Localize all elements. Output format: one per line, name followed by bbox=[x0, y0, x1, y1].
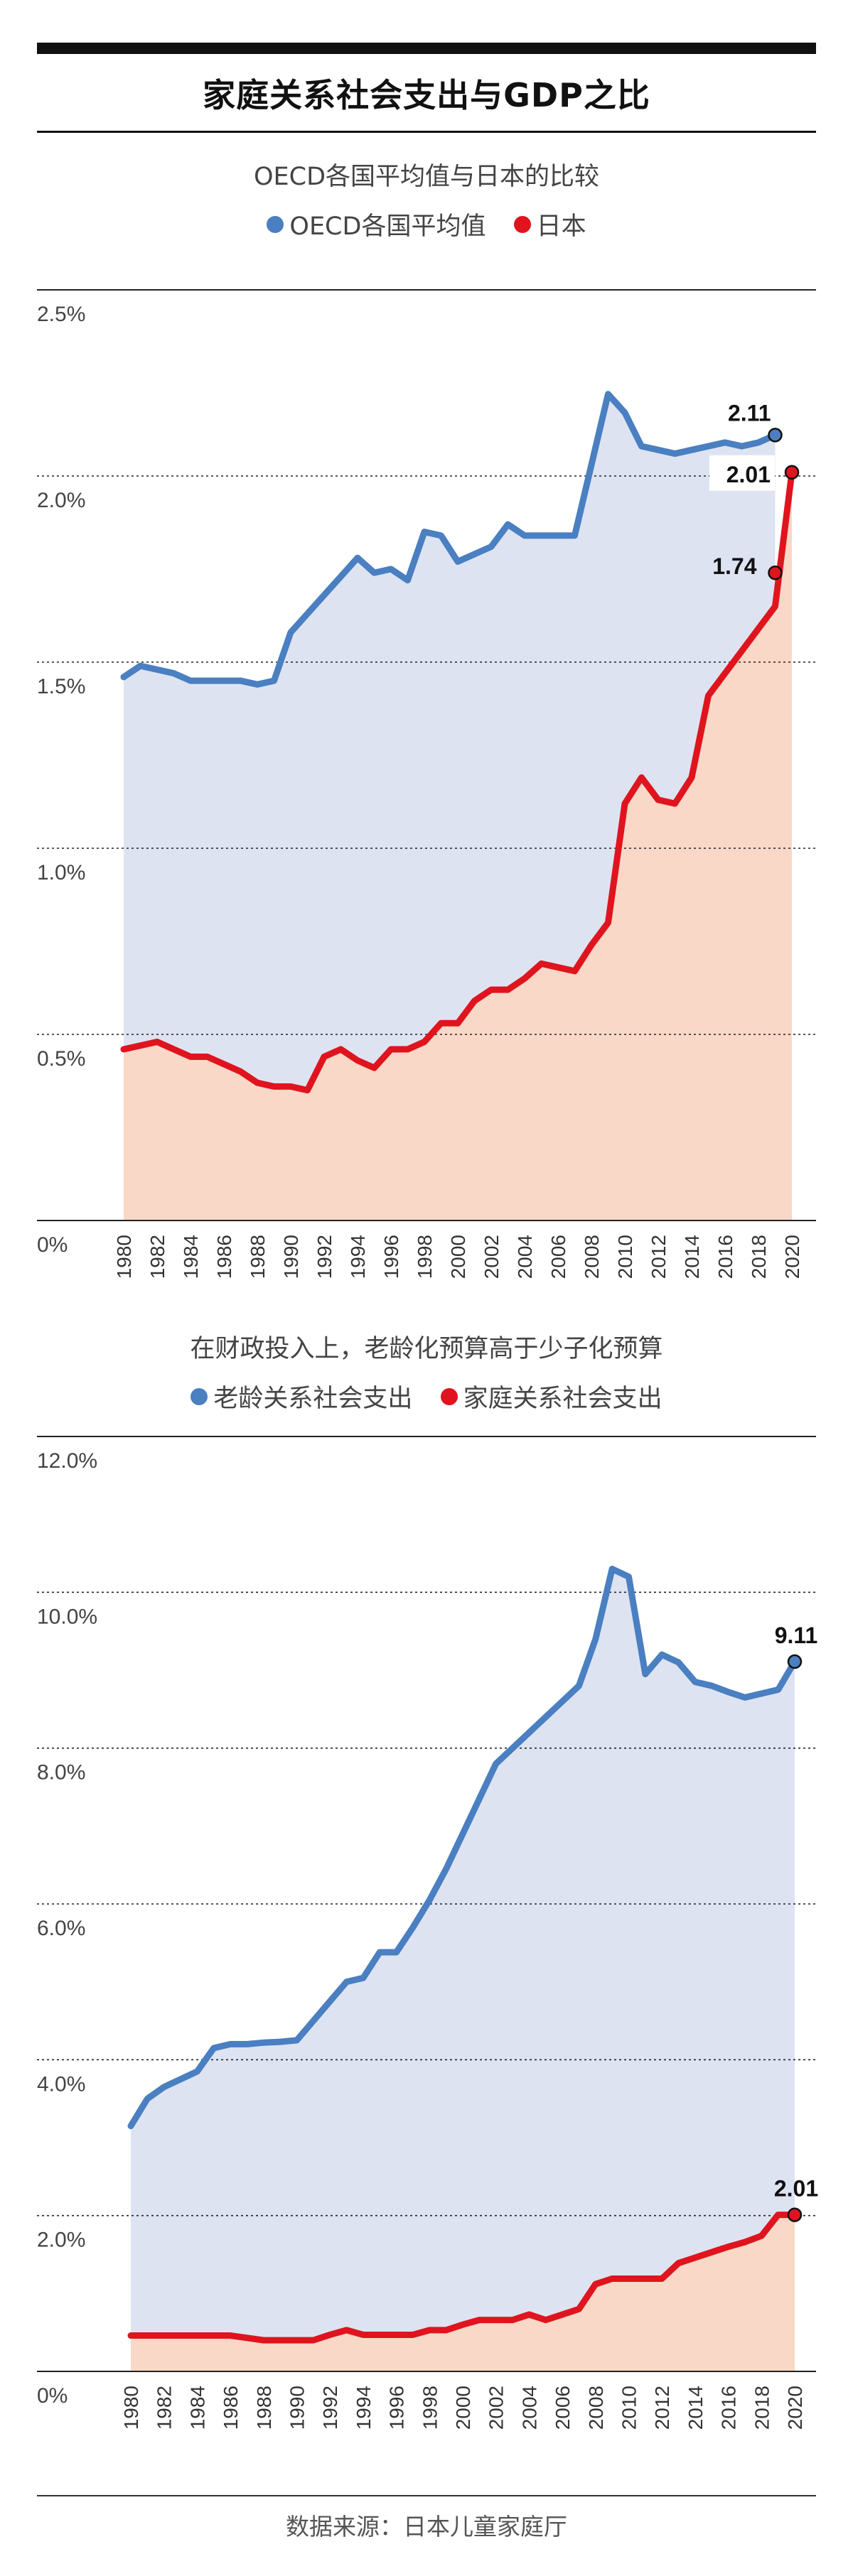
c1-x-tick-label: 2016 bbox=[714, 1235, 736, 1279]
title-divider bbox=[37, 131, 816, 133]
c1-data-label: 2.01 bbox=[726, 462, 771, 487]
c2-x-tick-label: 2004 bbox=[518, 2386, 540, 2430]
c2-area-1 bbox=[131, 2214, 795, 2371]
c1-x-tick-label: 1992 bbox=[313, 1235, 336, 1279]
c1-x-tick-label: 2012 bbox=[648, 1235, 670, 1279]
footer-divider bbox=[37, 2495, 816, 2496]
c1-x-tick-label: 1990 bbox=[280, 1235, 302, 1279]
c2-point-marker bbox=[787, 1654, 803, 1669]
c1-label-bg bbox=[709, 455, 775, 491]
c1-data-label: 1.74 bbox=[712, 553, 756, 579]
legend-item-elderly: 老龄关系社会支出 bbox=[191, 1378, 412, 1414]
c2-x-tick-label: 1984 bbox=[186, 2386, 208, 2430]
c1-x-tick-label: 2000 bbox=[447, 1235, 469, 1279]
c1-data-label: 2.11 bbox=[728, 400, 771, 426]
c2-y-tick-label: 4.0% bbox=[37, 2072, 85, 2096]
legend-swatch-red bbox=[440, 1387, 458, 1405]
c2-x-tick-label: 2014 bbox=[685, 2386, 707, 2430]
c2-series-line-1 bbox=[127, 2212, 798, 2344]
c1-x-tick-label: 2002 bbox=[481, 1235, 503, 1279]
legend-swatch-blue bbox=[191, 1387, 208, 1405]
legend-item-japan: 日本 bbox=[513, 206, 586, 242]
c2-x-tick-label: 1982 bbox=[154, 2386, 176, 2430]
c2-data-label: 9.11 bbox=[775, 1623, 818, 1648]
chart-elderly-vs-family: 0% 2.0% 4.0% 6.0% 8.0% 10.0% 12.0% 1980 1982 1984… bbox=[37, 1436, 818, 2430]
c2-area-0 bbox=[131, 1569, 795, 2371]
c1-area-1 bbox=[124, 472, 792, 1221]
c2-y-tick-label: 12.0% bbox=[37, 1449, 97, 1473]
chart1-title: OECD各国平均值与日本的比较 bbox=[253, 163, 600, 191]
c1-y-tick-label: 1.5% bbox=[37, 675, 85, 698]
c2-y-tick-label: 0% bbox=[37, 2384, 68, 2408]
c2-x-tick-label: 1990 bbox=[286, 2386, 309, 2430]
c1-point-marker bbox=[768, 428, 783, 443]
c2-series-line-0 bbox=[127, 1565, 798, 2130]
c1-y-tick-label: 2.0% bbox=[37, 489, 85, 512]
chart1-legend: OECD各国平均值 日本 bbox=[0, 206, 853, 242]
legend-swatch-blue bbox=[267, 215, 284, 233]
top-bar bbox=[37, 43, 816, 54]
c1-y-tick-label: 1.0% bbox=[37, 861, 85, 884]
chart-oecd-vs-japan: 0% 0.5% 1.0% 1.5% 2.0% 2.5% 1980 1982 1984 1986 19… bbox=[37, 289, 816, 1279]
page-title: 家庭关系社会支出与GDP之比 bbox=[203, 76, 650, 114]
c1-point-marker bbox=[768, 565, 783, 580]
c2-x-tick-label: 1996 bbox=[386, 2386, 408, 2430]
c1-y-tick-label: 0.5% bbox=[37, 1047, 85, 1071]
c1-series-line-1 bbox=[120, 469, 795, 1094]
c1-x-tick-label: 2006 bbox=[547, 1235, 569, 1279]
c1-x-tick-label: 1994 bbox=[347, 1235, 369, 1279]
c1-x-tick-label: 2008 bbox=[581, 1235, 603, 1279]
legend-item-family: 家庭关系社会支出 bbox=[440, 1378, 662, 1414]
c2-x-tick-label: 1988 bbox=[253, 2386, 275, 2430]
c1-x-tick-label: 1980 bbox=[113, 1235, 135, 1279]
c2-x-tick-label: 2010 bbox=[618, 2386, 640, 2430]
c2-x-tick-label: 1992 bbox=[319, 2386, 341, 2430]
c2-y-tick-label: 6.0% bbox=[37, 1917, 85, 1940]
c1-x-tick-label: 2014 bbox=[681, 1235, 703, 1279]
c1-x-tick-label: 1988 bbox=[247, 1235, 269, 1279]
c1-y-tick-label: 0% bbox=[37, 1233, 68, 1257]
c2-x-tick-label: 1994 bbox=[353, 2386, 375, 2430]
c1-x-tick-label: 1986 bbox=[213, 1235, 235, 1279]
c2-y-tick-label: 10.0% bbox=[37, 1605, 97, 1628]
c1-x-tick-label: 2018 bbox=[748, 1235, 770, 1279]
legend-swatch-red bbox=[513, 215, 531, 233]
c2-y-tick-label: 8.0% bbox=[37, 1761, 85, 1785]
c1-x-tick-label: 1984 bbox=[180, 1235, 202, 1279]
c1-x-tick-label: 1998 bbox=[414, 1235, 436, 1279]
c2-x-tick-label: 2018 bbox=[751, 2386, 773, 2430]
source-note: 数据来源：日本儿童家庭厅 bbox=[286, 2513, 567, 2540]
c1-x-tick-label: 1996 bbox=[380, 1235, 402, 1279]
chart2-legend: 老龄关系社会支出 家庭关系社会支出 bbox=[0, 1378, 853, 1414]
c2-x-tick-label: 1986 bbox=[220, 2386, 242, 2430]
legend-label-japan: 日本 bbox=[536, 212, 586, 241]
c1-point-marker bbox=[784, 465, 800, 480]
c1-x-tick-label: 2010 bbox=[614, 1235, 636, 1279]
legend-label-family: 家庭关系社会支出 bbox=[463, 1385, 662, 1413]
c2-x-tick-label: 2008 bbox=[585, 2386, 607, 2430]
c2-x-tick-label: 1998 bbox=[419, 2386, 441, 2430]
c1-x-tick-label: 2020 bbox=[781, 1235, 803, 1279]
c2-point-marker bbox=[787, 2207, 803, 2222]
c1-series-line-0 bbox=[120, 391, 778, 688]
c2-y-tick-label: 2.0% bbox=[37, 2229, 85, 2252]
c1-y-tick-label: 2.5% bbox=[37, 303, 85, 326]
c2-x-tick-label: 2012 bbox=[651, 2386, 673, 2430]
c1-x-tick-label: 1982 bbox=[146, 1235, 168, 1279]
legend-item-oecd: OECD各国平均值 bbox=[267, 206, 485, 242]
legend-label-elderly: 老龄关系社会支出 bbox=[213, 1385, 413, 1413]
c2-x-tick-label: 2006 bbox=[552, 2386, 574, 2430]
c2-x-tick-label: 2000 bbox=[452, 2386, 474, 2430]
c1-x-tick-label: 2004 bbox=[514, 1235, 536, 1279]
c2-x-tick-label: 2020 bbox=[784, 2386, 806, 2430]
c2-x-tick-label: 1980 bbox=[120, 2386, 142, 2430]
legend-label-oecd: OECD各国平均值 bbox=[289, 212, 486, 241]
c2-x-tick-label: 2002 bbox=[485, 2386, 508, 2430]
c2-x-tick-label: 2016 bbox=[718, 2386, 740, 2430]
chart2-title: 在财政投入上，老龄化预算高于少子化预算 bbox=[190, 1335, 663, 1363]
c2-data-label: 2.01 bbox=[774, 2176, 818, 2202]
